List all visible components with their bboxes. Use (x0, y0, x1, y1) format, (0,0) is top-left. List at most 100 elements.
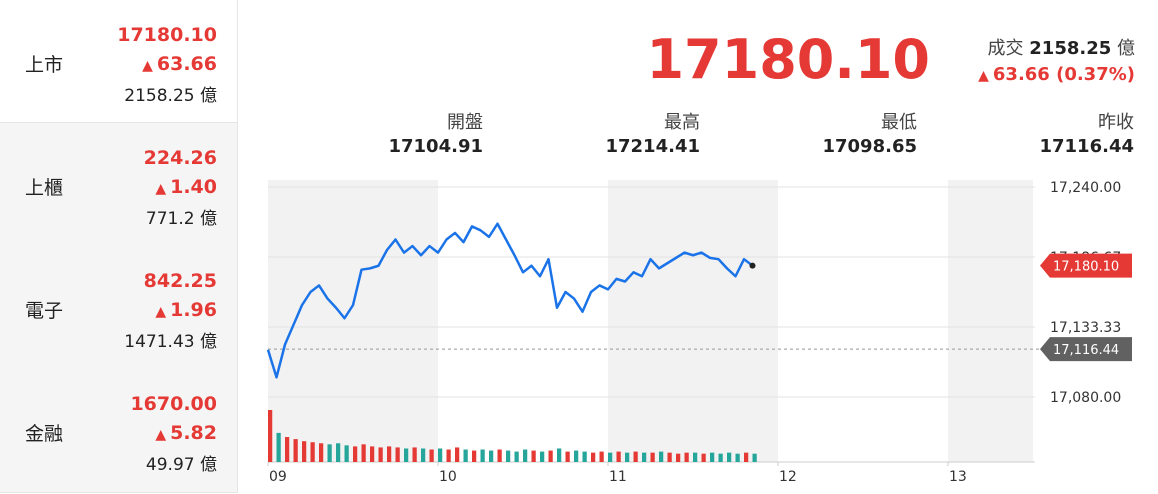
volume-bar (310, 442, 315, 462)
market-change: ▲ 1.96 (155, 299, 217, 321)
market-turnover: 771.2 億 (145, 209, 217, 229)
prev-close-tag (1040, 337, 1132, 362)
volume-bar (752, 453, 757, 462)
volume-bar (497, 449, 502, 462)
market-change: ▲ 63.66 (142, 53, 217, 75)
y-tick-label: 17,240.00 (1050, 180, 1121, 196)
volume-bar (693, 452, 698, 462)
turnover-unit: 億 (1117, 38, 1135, 59)
x-tick-label: 10 (439, 469, 457, 485)
stat-value: 17116.44 (1039, 136, 1134, 157)
volume-bar (514, 451, 519, 462)
volume-bar (489, 450, 494, 462)
volume-bar (616, 451, 621, 462)
y-tick-label: 17,186.67 (1050, 250, 1121, 266)
stat-label: 最低 (881, 112, 917, 133)
volume-bar (540, 451, 545, 462)
volume-bar (446, 449, 451, 462)
market-item[interactable]: 上市 17180.10 ▲ 63.66 2158.25 億 (0, 0, 238, 123)
stat-label: 開盤 (447, 112, 483, 133)
x-tick-label: 11 (609, 469, 627, 485)
volume-bar (506, 450, 511, 462)
price-line (266, 222, 754, 379)
stat-value: 17098.65 (822, 136, 917, 157)
volume-bar (353, 446, 358, 462)
volume-bar (268, 410, 273, 462)
x-tick-label: 12 (779, 469, 797, 485)
volume-bar (327, 444, 332, 462)
stat-value: 17104.91 (388, 136, 483, 157)
last-price-tag (1040, 253, 1132, 278)
volume-bar (565, 451, 570, 462)
volume-bar (421, 448, 426, 462)
market-turnover: 49.97 億 (145, 455, 217, 475)
market-name: 上市 (25, 54, 64, 76)
volume-bar (302, 441, 307, 462)
volume-bar (710, 452, 715, 462)
market-item[interactable]: 上櫃 224.26 ▲ 1.40 771.2 億 (0, 123, 238, 247)
stat-value: 17214.41 (605, 136, 700, 157)
volume-bar (642, 452, 647, 462)
market-change-value: 5.82 (170, 422, 217, 444)
main-change-value: 63.66 (0.37%) (992, 64, 1135, 85)
volume-bar (625, 452, 630, 462)
market-name: 電子 (25, 300, 64, 322)
main-price: 17180.10 (646, 28, 930, 91)
market-price: 17180.10 (117, 24, 217, 46)
market-change: ▲ 1.40 (155, 176, 217, 198)
last-price-label: 17,180.10 (1053, 260, 1119, 275)
volume-bar (395, 447, 400, 462)
session-band (948, 180, 1033, 462)
stat-label: 昨收 (1098, 112, 1134, 133)
volume-bar (387, 446, 392, 462)
y-tick-label: 17,080.00 (1050, 390, 1121, 406)
volume-bar (412, 447, 417, 462)
volume-bar (633, 451, 638, 462)
volume-bar (667, 452, 672, 462)
volume-bar (599, 451, 604, 462)
session-band (608, 180, 778, 462)
volume-bar (319, 443, 324, 462)
market-change-value: 63.66 (156, 53, 217, 75)
volume-bar (472, 450, 477, 462)
volume-bar (659, 451, 664, 462)
volume-bar (591, 452, 596, 462)
market-price: 842.25 (143, 270, 217, 292)
last-point (749, 262, 756, 269)
turnover: 成交 2158.25 億 (988, 34, 1135, 60)
volume-bar (608, 452, 613, 462)
volume-bar (735, 453, 740, 462)
market-item[interactable]: 電子 842.25 ▲ 1.96 1471.43 億 (0, 246, 238, 370)
volume-bar (557, 448, 562, 462)
volume-bar (455, 447, 460, 462)
market-turnover: 2158.25 億 (124, 86, 217, 106)
volume-bar (650, 452, 655, 462)
volume-bar (361, 444, 366, 462)
market-change: ▲ 5.82 (155, 422, 217, 444)
volume-bar (293, 439, 298, 462)
volume-bar (718, 453, 723, 462)
session-band (268, 180, 438, 462)
main-change: ▲ 63.66 (0.37%) (978, 64, 1135, 85)
market-item[interactable]: 金融 1670.00 ▲ 5.82 49.97 億 (0, 369, 238, 493)
stat-label: 最高 (664, 112, 700, 133)
volume-bar (344, 445, 349, 462)
volume-bar (276, 432, 281, 462)
volume-bar (523, 449, 528, 462)
x-tick-label: 09 (269, 469, 287, 485)
volume-bar (336, 443, 341, 462)
market-turnover: 1471.43 億 (124, 332, 217, 352)
market-price: 1670.00 (130, 393, 217, 415)
volume-bar (727, 452, 732, 462)
volume-bar (429, 449, 434, 462)
volume-bar (480, 449, 485, 462)
volume-bar (404, 448, 409, 462)
turnover-value: 2158.25 (1029, 38, 1112, 59)
market-name: 上櫃 (25, 177, 64, 199)
volume-bar (684, 452, 689, 462)
volume-bar (701, 453, 706, 462)
volume-bar (370, 446, 375, 462)
turnover-label: 成交 (987, 38, 1024, 59)
volume-bar (463, 449, 468, 462)
